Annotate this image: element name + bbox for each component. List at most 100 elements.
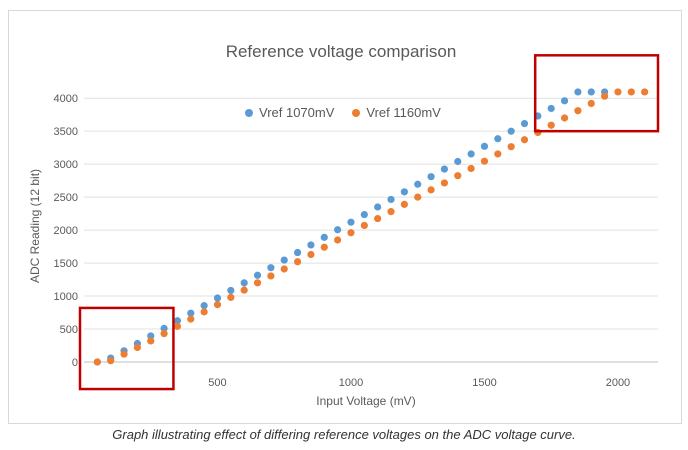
data-point-series-1	[133, 343, 141, 352]
data-point-series-0	[293, 248, 302, 257]
data-point-series-1	[467, 164, 475, 173]
data-point-series-1	[454, 172, 462, 180]
data-point-series-1	[253, 279, 262, 287]
data-point-series-0	[414, 180, 422, 188]
data-point-series-1	[213, 301, 222, 309]
data-point-series-1	[440, 179, 449, 187]
data-point-series-0	[200, 302, 208, 310]
y-tick-label: 3000	[54, 159, 78, 171]
data-point-series-1	[627, 88, 635, 96]
data-point-series-0	[227, 286, 235, 295]
chart-figure: 0 500 1000 1500 2000 2500 3000 3500 4000 500 1000 1…	[8, 10, 682, 424]
data-point-series-0	[374, 203, 382, 211]
x-tick-label: 2000	[606, 377, 630, 389]
data-point-series-0	[320, 233, 328, 241]
highlight-box-low	[78, 306, 175, 391]
data-point-series-0	[240, 279, 248, 287]
data-point-series-1	[240, 286, 248, 294]
legend-swatch-vref-1070	[245, 108, 253, 117]
legend-label-vref-1160: Vref 1160mV	[366, 105, 441, 120]
data-point-series-1	[601, 92, 609, 100]
y-tick-label: 1500	[54, 258, 78, 270]
data-point-series-1	[280, 265, 288, 273]
data-point-series-1	[587, 99, 595, 108]
data-point-series-0	[480, 142, 489, 150]
data-point-series-0	[507, 127, 515, 135]
data-point-series-0	[520, 119, 529, 128]
data-point-series-1	[227, 293, 235, 301]
figure-caption: Graph illustrating effect of differing r…	[112, 427, 576, 442]
data-point-series-0	[560, 97, 569, 105]
x-tick-label: 500	[208, 377, 226, 389]
x-axis-label: Input Voltage (mV)	[316, 394, 415, 408]
data-point-series-1	[347, 229, 355, 237]
data-point-series-0	[427, 173, 435, 181]
data-point-series-1	[307, 250, 315, 259]
data-point-series-1	[334, 236, 342, 244]
data-point-series-1	[200, 308, 208, 316]
data-point-series-0	[173, 317, 182, 325]
data-point-series-1	[507, 143, 515, 151]
data-point-series-1	[293, 258, 302, 266]
data-point-series-1	[107, 357, 115, 365]
data-point-series-1	[360, 221, 368, 230]
data-point-series-1	[267, 272, 275, 280]
data-point-series-0	[467, 150, 475, 158]
legend-label-vref-1070: Vref 1070mV	[259, 105, 335, 120]
data-point-series-1	[520, 136, 529, 144]
data-point-series-0	[267, 264, 275, 272]
data-point-series-1	[160, 330, 168, 338]
data-point-series-1	[173, 322, 182, 330]
data-point-series-0	[360, 210, 368, 219]
legend-item-vref-1160: Vref 1160mV	[352, 105, 441, 120]
data-point-series-1	[400, 200, 408, 208]
data-point-series-0	[387, 195, 395, 204]
data-point-series-1	[147, 337, 155, 345]
data-point-series-0	[160, 324, 168, 332]
data-point-series-1	[641, 88, 649, 96]
data-point-series-0	[334, 226, 342, 234]
chart-title: Reference voltage comparison	[226, 42, 457, 61]
data-point-series-1	[320, 243, 328, 251]
scatter-chart: 0 500 1000 1500 2000 2500 3000 3500 4000 500 1000 1…	[28, 42, 660, 408]
data-point-series-0	[280, 256, 288, 264]
data-point-series-1	[614, 88, 622, 96]
y-tick-label: 4000	[54, 93, 78, 105]
data-point-series-1	[574, 107, 582, 115]
data-point-series-1	[480, 157, 489, 165]
data-point-series-0	[440, 165, 449, 173]
chart-legend: Vref 1070mV Vref 1160mV	[245, 105, 441, 120]
data-point-series-0	[547, 104, 555, 113]
data-point-series-0	[347, 218, 355, 226]
data-point-series-0	[147, 332, 155, 340]
y-tick-label: 3500	[54, 126, 78, 138]
data-point-series-1	[120, 350, 128, 358]
data-point-series-1	[547, 121, 555, 129]
y-tick-label: 1000	[54, 291, 78, 303]
y-tick-label: 500	[60, 324, 78, 336]
data-point-series-1	[387, 208, 395, 216]
y-tick-label: 0	[72, 357, 78, 369]
data-point-series-1	[427, 186, 435, 194]
data-point-series-1	[560, 114, 569, 122]
x-tick-label: 1500	[472, 377, 496, 389]
data-point-series-1	[93, 358, 101, 366]
data-point-series-0	[187, 309, 195, 317]
legend-swatch-vref-1160	[352, 108, 361, 117]
y-tick-label: 2500	[54, 192, 78, 204]
data-point-series-0	[587, 88, 595, 96]
data-point-series-0	[307, 241, 315, 249]
highlight-box-high	[533, 54, 660, 133]
x-tick-label: 1000	[339, 377, 363, 389]
data-point-series-1	[374, 214, 382, 223]
legend-item-vref-1070: Vref 1070mV	[245, 105, 334, 120]
data-point-series-0	[454, 157, 462, 166]
y-axis-label: ADC Reading (12 bit)	[28, 169, 42, 283]
data-point-series-0	[574, 88, 582, 96]
data-point-series-0	[213, 294, 222, 302]
data-point-series-1	[414, 193, 422, 201]
y-tick-label: 2000	[54, 225, 78, 237]
data-point-series-0	[400, 188, 408, 196]
data-point-series-1	[187, 315, 195, 323]
data-point-series-1	[494, 150, 502, 158]
